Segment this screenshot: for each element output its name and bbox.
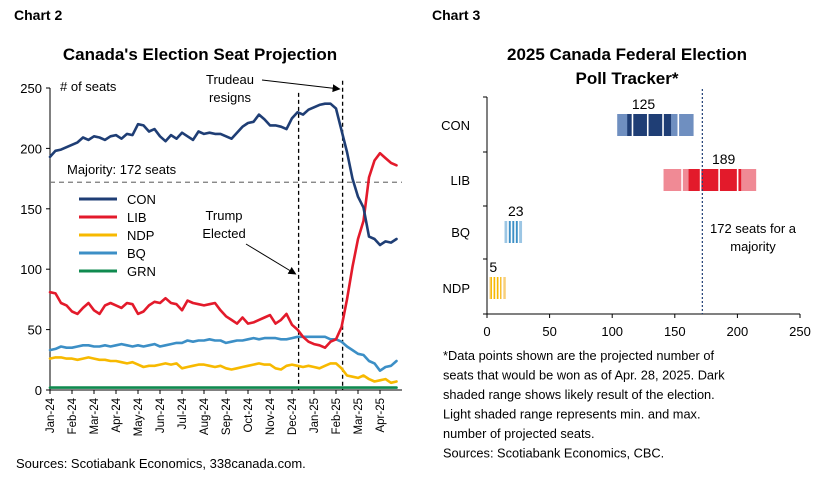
x-tick-label: Jul-24 xyxy=(177,397,189,429)
value-label-lib: 189 xyxy=(712,151,736,167)
x-tick-label: Dec-24 xyxy=(287,397,299,435)
x-tick-label: Apr-24 xyxy=(111,397,123,432)
range-likely-lib xyxy=(688,169,742,191)
x-tick-label: Feb-24 xyxy=(67,397,79,434)
chart2: Chart 2 Canada's Election Seat Projection… xyxy=(14,7,402,471)
category-label-con: CON xyxy=(441,118,470,133)
legend-label-lib: LIB xyxy=(127,210,147,225)
chart3-footnote-line: number of projected seats. xyxy=(443,426,595,441)
chart3-title-line1: 2025 Canada Federal Election xyxy=(507,45,747,64)
chart3-footnote-line: *Data points shown are the projected num… xyxy=(443,348,714,363)
x-tick-label: Aug-24 xyxy=(199,397,211,435)
annotation-trudeau-arrow xyxy=(261,79,341,93)
legend-label-con: CON xyxy=(127,192,156,207)
legend-label-ndp: NDP xyxy=(127,228,154,243)
value-label-con: 125 xyxy=(632,96,656,112)
annotation-trump-line1: Trump xyxy=(205,208,242,223)
x-tick-label: Oct-24 xyxy=(243,397,255,432)
y-tick-label: 100 xyxy=(20,262,42,277)
majority-label: Majority: 172 seats xyxy=(67,162,177,177)
x-tick-label: 200 xyxy=(727,324,749,339)
x-tick-label: Nov-24 xyxy=(265,397,277,435)
annotation-trudeau-line2: resigns xyxy=(209,90,251,105)
chart3-label: Chart 3 xyxy=(432,7,480,23)
chart2-source: Sources: Scotiabank Economics, 338canada… xyxy=(16,456,306,471)
chart3-title-line2: Poll Tracker* xyxy=(575,69,678,88)
y-tick-label: 250 xyxy=(20,81,42,96)
x-tick-label: 50 xyxy=(542,324,556,339)
series-line-lib xyxy=(48,151,398,350)
range-likely-con xyxy=(627,114,672,136)
x-tick-label: Apr-25 xyxy=(375,398,387,433)
y-tick-label: 150 xyxy=(20,202,42,217)
series-line-ndp xyxy=(48,356,398,385)
value-label-bq: 23 xyxy=(508,203,524,219)
x-tick-label: Feb-25 xyxy=(331,398,343,434)
chart3-footnote-line: Light shaded range represents min. and m… xyxy=(443,407,701,422)
series-line-con xyxy=(48,102,398,247)
x-tick-label: Sep-24 xyxy=(221,397,233,435)
chart2-label: Chart 2 xyxy=(14,7,62,23)
annotation-trump-line2: Elected xyxy=(202,226,245,241)
chart3-footnote-line: seats that would be won as of Apr. 28, 2… xyxy=(443,368,725,383)
y-axis-title: # of seats xyxy=(60,79,117,94)
category-label-bq: BQ xyxy=(451,225,470,240)
series-line-bq xyxy=(48,335,398,373)
majority-label-line2: majority xyxy=(730,239,776,254)
y-tick-label: 200 xyxy=(20,141,42,156)
legend-label-grn: GRN xyxy=(127,264,156,279)
y-tick-label: 0 xyxy=(35,383,42,398)
x-tick-label: 0 xyxy=(483,324,490,339)
annotation-trump-arrow xyxy=(245,243,297,275)
x-tick-label: 150 xyxy=(664,324,686,339)
x-tick-label: Mar-24 xyxy=(89,397,101,434)
category-label-lib: LIB xyxy=(450,173,470,188)
legend-label-bq: BQ xyxy=(127,246,146,261)
chart3-footnote-line: Sources: Scotiabank Economics, CBC. xyxy=(443,446,664,461)
chart2-title: Canada's Election Seat Projection xyxy=(63,45,337,64)
x-tick-label: Mar-25 xyxy=(353,398,365,434)
chart3: Chart 3 2025 Canada Federal Election Poll … xyxy=(432,7,811,461)
x-tick-label: 250 xyxy=(789,324,811,339)
x-tick-label: Jun-24 xyxy=(155,397,167,433)
range-likely-bq xyxy=(508,221,520,243)
x-tick-label: Jan-24 xyxy=(45,397,57,433)
majority-label-line1: 172 seats for a xyxy=(710,221,797,236)
value-label-ndp: 5 xyxy=(489,259,497,275)
category-label-ndp: NDP xyxy=(443,281,470,296)
x-tick-label: Jan-25 xyxy=(309,398,321,433)
x-tick-label: 100 xyxy=(601,324,623,339)
annotation-trudeau-line1: Trudeau xyxy=(206,72,254,87)
y-tick-label: 50 xyxy=(28,323,42,338)
x-tick-label: May-24 xyxy=(133,397,145,436)
chart3-footnote-line: shaded range shows likely result of the … xyxy=(443,387,715,402)
